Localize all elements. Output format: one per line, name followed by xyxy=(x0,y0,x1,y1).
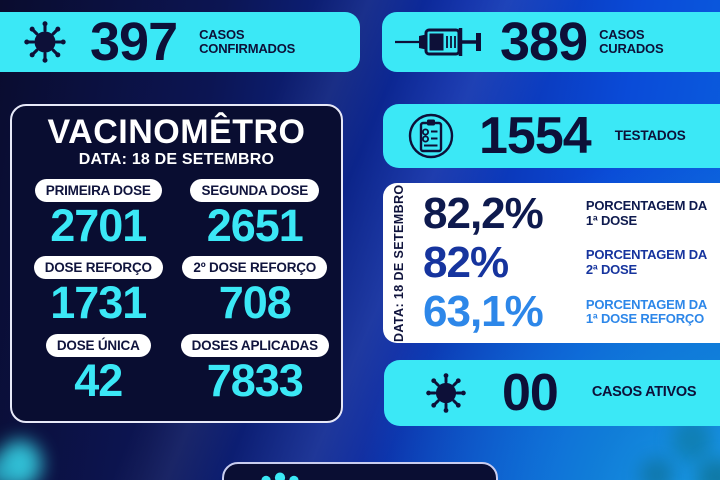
stat-label-badge: 2º DOSE REFORÇO xyxy=(182,256,328,280)
percentages-panel: DATA: 18 DE SETEMBRO 82,2% PORCENTAGEM D… xyxy=(383,183,720,343)
confirmed-cases-card: 397 CASOS CONFIRMADOS xyxy=(0,12,360,72)
virus-icon xyxy=(22,19,68,65)
stat-segunda-dose-reforco: 2º DOSE REFORÇO 708 xyxy=(181,256,330,329)
active-cases-label: CASOS ATIVOS xyxy=(591,384,697,401)
percentages-date-vertical: DATA: 18 DE SETEMBRO xyxy=(392,184,406,342)
people-icon xyxy=(254,471,306,480)
stat-label-badge: SEGUNDA DOSE xyxy=(190,179,320,202)
decor-glow-teal-3 xyxy=(696,458,720,480)
stat-value: 42 xyxy=(74,354,123,406)
stat-segunda-dose: SEGUNDA DOSE 2651 xyxy=(181,179,330,249)
stat-doses-aplicadas: DOSES APLICADAS 7833 xyxy=(180,333,330,406)
tested-label: TESTADOS xyxy=(614,127,686,143)
pct-label: PORCENTAGEM DA 2ª DOSE xyxy=(585,247,707,277)
stat-value: 7833 xyxy=(206,354,304,406)
pct-label: PORCENTAGEM DA 1ª DOSE REFORÇO xyxy=(585,296,707,327)
stat-label-badge: DOSE REFORÇO xyxy=(33,256,163,280)
confirmed-cases-value: 397 xyxy=(90,12,178,72)
decor-glow-teal-2 xyxy=(640,458,674,480)
tested-value: 1554 xyxy=(479,107,592,165)
cured-cases-card: 389 CASOS CURADOS xyxy=(382,12,720,72)
stat-dose-reforco: DOSE REFORÇO 1731 xyxy=(24,256,173,329)
pct-value: 82% xyxy=(423,237,509,287)
vacinometro-date: DATA: 18 DE SETEMBRO xyxy=(78,151,275,168)
vacinometro-title: VACINOMÊTRO xyxy=(47,113,306,151)
stat-label-badge: PRIMEIRA DOSE xyxy=(34,179,162,202)
stat-label-badge: DOSE ÚNICA xyxy=(45,333,151,357)
stat-value: 2651 xyxy=(206,200,304,251)
pct-row-second-dose: 82% PORCENTAGEM DA 2ª DOSE xyxy=(423,237,714,287)
active-cases-card: 00 CASOS ATIVOS xyxy=(384,360,720,426)
stat-label-badge: DOSES APLICADAS xyxy=(180,333,329,357)
pct-label: PORCENTAGEM DA 1ª DOSE xyxy=(585,198,707,228)
cured-cases-value: 389 xyxy=(500,12,588,72)
stat-primeira-dose: PRIMEIRA DOSE 2701 xyxy=(24,179,173,249)
bottom-partial-panel xyxy=(222,462,498,480)
cured-cases-label: CASOS CURADOS xyxy=(599,26,664,56)
stat-value: 1731 xyxy=(50,277,147,329)
pct-value: 63,1% xyxy=(423,287,544,337)
clipboard-icon xyxy=(407,112,455,160)
pct-row-booster-dose: 63,1% PORCENTAGEM DA 1ª DOSE REFORÇO xyxy=(423,290,714,334)
confirmed-cases-label: CASOS CONFIRMADOS xyxy=(199,26,296,56)
vacinometro-panel: VACINOMÊTRO DATA: 18 DE SETEMBRO PRIMEIR… xyxy=(10,104,343,423)
pct-value: 82,2% xyxy=(423,188,544,238)
virus-icon xyxy=(424,371,468,415)
decor-glow-cyan-2 xyxy=(0,458,14,480)
vacinometro-stats-grid: PRIMEIRA DOSE 2701 SEGUNDA DOSE 2651 DOS… xyxy=(12,169,341,404)
tested-card: 1554 TESTADOS xyxy=(383,104,720,168)
stat-value: 708 xyxy=(218,277,292,329)
stat-value: 2701 xyxy=(50,200,147,251)
active-cases-value: 00 xyxy=(502,364,559,422)
stat-dose-unica: DOSE ÚNICA 42 xyxy=(24,333,173,406)
syringe-icon xyxy=(392,20,488,64)
pct-row-first-dose: 82,2% PORCENTAGEM DA 1ª DOSE xyxy=(423,188,714,238)
